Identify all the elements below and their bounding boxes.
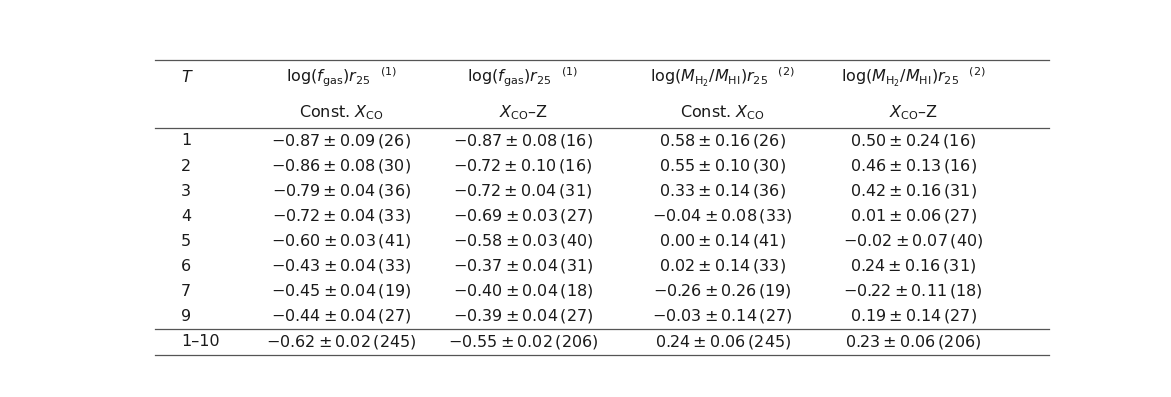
Text: $-0.45 \pm 0.04\,(19)$: $-0.45 \pm 0.04\,(19)$	[272, 282, 412, 301]
Text: $-0.39 \pm 0.04\,(27)$: $-0.39 \pm 0.04\,(27)$	[453, 307, 594, 326]
Text: 7: 7	[180, 284, 191, 299]
Text: $-0.43 \pm 0.04\,(33)$: $-0.43 \pm 0.04\,(33)$	[272, 257, 412, 275]
Text: $0.50 \pm 0.24\,(16)$: $0.50 \pm 0.24\,(16)$	[850, 132, 977, 150]
Text: 6: 6	[180, 259, 191, 274]
Text: $-0.72 \pm 0.04\,(31)$: $-0.72 \pm 0.04\,(31)$	[453, 182, 593, 200]
Text: 3: 3	[180, 183, 191, 198]
Text: $-0.22 \pm 0.11\,(18)$: $-0.22 \pm 0.11\,(18)$	[843, 282, 982, 301]
Text: Const. $X_{\rm CO}$: Const. $X_{\rm CO}$	[299, 103, 384, 122]
Text: 1–10: 1–10	[180, 335, 219, 349]
Text: 4: 4	[180, 209, 191, 224]
Text: $X_{\rm CO}$–Z: $X_{\rm CO}$–Z	[499, 103, 548, 122]
Text: $-0.60 \pm 0.03\,(41)$: $-0.60 \pm 0.03\,(41)$	[272, 232, 412, 250]
Text: 1: 1	[180, 133, 191, 148]
Text: $0.46 \pm 0.13\,(16)$: $0.46 \pm 0.13\,(16)$	[850, 157, 977, 175]
Text: $0.58 \pm 0.16\,(26)$: $0.58 \pm 0.16\,(26)$	[659, 132, 786, 150]
Text: 2: 2	[180, 158, 191, 173]
Text: $-0.79 \pm 0.04\,(36)$: $-0.79 \pm 0.04\,(36)$	[272, 182, 411, 200]
Text: $-0.55 \pm 0.02\,(206)$: $-0.55 \pm 0.02\,(206)$	[447, 333, 598, 351]
Text: $0.02 \pm 0.14\,(33)$: $0.02 \pm 0.14\,(33)$	[659, 257, 786, 275]
Text: $0.55 \pm 0.10\,(30)$: $0.55 \pm 0.10\,(30)$	[659, 157, 786, 175]
Text: $-0.58 \pm 0.03\,(40)$: $-0.58 \pm 0.03\,(40)$	[453, 232, 594, 250]
Text: Const. $X_{\rm CO}$: Const. $X_{\rm CO}$	[680, 103, 765, 122]
Text: log$(M_{\rm H_2}/M_{\rm HI})r_{25}$  $^{(2)}$: log$(M_{\rm H_2}/M_{\rm HI})r_{25}$ $^{(…	[650, 66, 795, 89]
Text: log$(f_{\rm gas})r_{25}$  $^{(1)}$: log$(f_{\rm gas})r_{25}$ $^{(1)}$	[467, 66, 578, 89]
Text: $X_{\rm CO}$–Z: $X_{\rm CO}$–Z	[889, 103, 938, 122]
Text: $-0.87 \pm 0.08\,(16)$: $-0.87 \pm 0.08\,(16)$	[453, 132, 593, 150]
Text: $-0.26 \pm 0.26\,(19)$: $-0.26 \pm 0.26\,(19)$	[653, 282, 792, 301]
Text: $-0.86 \pm 0.08\,(30)$: $-0.86 \pm 0.08\,(30)$	[272, 157, 411, 175]
Text: log$(M_{\rm H_2}/M_{\rm HI})r_{25}$  $^{(2)}$: log$(M_{\rm H_2}/M_{\rm HI})r_{25}$ $^{(…	[841, 66, 986, 89]
Text: $-0.04 \pm 0.08\,(33)$: $-0.04 \pm 0.08\,(33)$	[652, 207, 793, 225]
Text: $-0.72 \pm 0.10\,(16)$: $-0.72 \pm 0.10\,(16)$	[453, 157, 593, 175]
Text: 5: 5	[180, 234, 191, 249]
Text: $0.23 \pm 0.06\,(206)$: $0.23 \pm 0.06\,(206)$	[845, 333, 981, 351]
Text: $0.24 \pm 0.06\,(245)$: $0.24 \pm 0.06\,(245)$	[655, 333, 790, 351]
Text: $-0.44 \pm 0.04\,(27)$: $-0.44 \pm 0.04\,(27)$	[272, 307, 412, 326]
Text: $0.33 \pm 0.14\,(36)$: $0.33 \pm 0.14\,(36)$	[659, 182, 786, 200]
Text: $0.42 \pm 0.16\,(31)$: $0.42 \pm 0.16\,(31)$	[850, 182, 977, 200]
Text: $0.19 \pm 0.14\,(27)$: $0.19 \pm 0.14\,(27)$	[850, 307, 977, 326]
Text: $-0.02 \pm 0.07\,(40)$: $-0.02 \pm 0.07\,(40)$	[843, 232, 984, 250]
Text: $0.01 \pm 0.06\,(27)$: $0.01 \pm 0.06\,(27)$	[850, 207, 977, 225]
Text: log$(f_{\rm gas})r_{25}$  $^{(1)}$: log$(f_{\rm gas})r_{25}$ $^{(1)}$	[286, 66, 397, 89]
Text: $-0.62 \pm 0.02\,(245)$: $-0.62 \pm 0.02\,(245)$	[266, 333, 417, 351]
Text: $-0.03 \pm 0.14\,(27)$: $-0.03 \pm 0.14\,(27)$	[652, 307, 793, 326]
Text: $0.24 \pm 0.16\,(31)$: $0.24 \pm 0.16\,(31)$	[850, 257, 977, 275]
Text: 9: 9	[180, 309, 191, 324]
Text: $-0.87 \pm 0.09\,(26)$: $-0.87 \pm 0.09\,(26)$	[272, 132, 411, 150]
Text: $T$: $T$	[180, 69, 193, 85]
Text: $-0.69 \pm 0.03\,(27)$: $-0.69 \pm 0.03\,(27)$	[453, 207, 594, 225]
Text: $-0.40 \pm 0.04\,(18)$: $-0.40 \pm 0.04\,(18)$	[453, 282, 594, 301]
Text: $-0.37 \pm 0.04\,(31)$: $-0.37 \pm 0.04\,(31)$	[453, 257, 594, 275]
Text: $0.00 \pm 0.14\,(41)$: $0.00 \pm 0.14\,(41)$	[659, 232, 786, 250]
Text: $-0.72 \pm 0.04\,(33)$: $-0.72 \pm 0.04\,(33)$	[272, 207, 411, 225]
